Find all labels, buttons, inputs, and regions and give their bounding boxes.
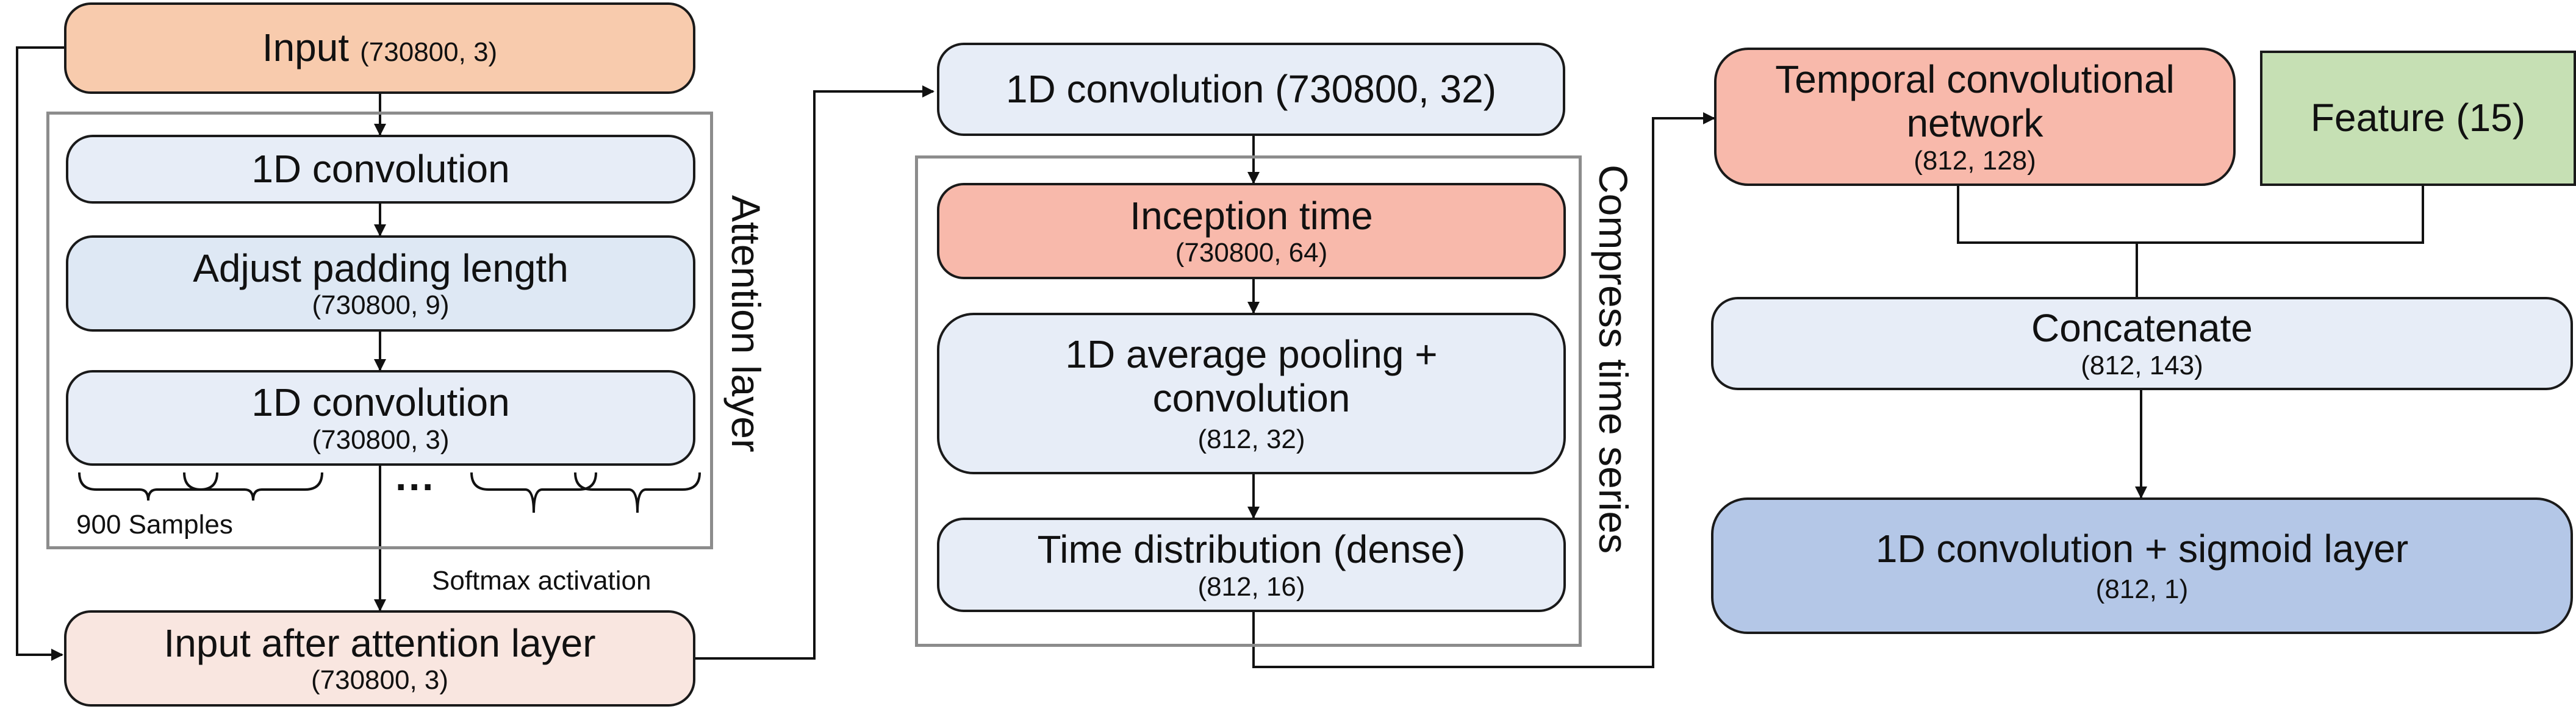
conv1-title: 1D convolution [251, 146, 510, 191]
inception-node: Inception time (730800, 64) [937, 183, 1566, 279]
feature-node: Feature (15) [2260, 51, 2576, 186]
timedist-shape: (812, 16) [1197, 571, 1305, 602]
after-attention-title: Input after attention layer [163, 621, 596, 665]
input-shape: (730800, 3) [360, 37, 498, 68]
padding-node: Adjust padding length (730800, 9) [66, 235, 695, 332]
attention-layer-group [46, 112, 713, 549]
conv2-shape: (730800, 3) [312, 424, 450, 455]
avgpool-node: 1D average pooling + convolution (812, 3… [937, 313, 1566, 474]
conv2-title: 1D convolution [251, 380, 510, 425]
timedist-title: Time distribution (dense) [1037, 527, 1466, 572]
conv32-title: 1D convolution (730800, 32) [1005, 66, 1497, 111]
tcn-title-line1: Temporal convolutional [1775, 57, 2175, 102]
output-title: 1D convolution + sigmoid layer [1875, 526, 2409, 571]
brace-4 [574, 472, 701, 513]
samples-label: 900 Samples [76, 510, 233, 540]
attention-layer-label: Attention layer [723, 195, 769, 452]
arrow-input-skip [16, 46, 64, 661]
softmax-label: Softmax activation [432, 566, 651, 596]
inception-title: Inception time [1130, 193, 1373, 238]
arrow-timedist-to-tcn [1252, 112, 1715, 668]
concatenate-shape: (812, 143) [2081, 350, 2203, 380]
timedist-node: Time distribution (dense) (812, 16) [937, 518, 1566, 612]
input-node: Input (730800, 3) [64, 2, 695, 94]
concatenate-title: Concatenate [2031, 306, 2253, 351]
line-tcn-down [1957, 186, 2424, 244]
output-node: 1D convolution + sigmoid layer (812, 1) [1711, 497, 2573, 634]
tcn-title-line2: network [1906, 101, 2043, 145]
tcn-shape: (812, 128) [1914, 145, 2036, 176]
conv1-node: 1D convolution [66, 135, 695, 204]
concatenate-node: Concatenate (812, 143) [1711, 297, 2573, 390]
output-shape: (812, 1) [2095, 574, 2189, 605]
input-title: Input [262, 26, 350, 70]
avgpool-title-line1: 1D average pooling + [1065, 332, 1438, 377]
arrow-after-to-conv32 [695, 85, 935, 660]
after-attention-node: Input after attention layer (730800, 3) [64, 610, 695, 707]
conv2-node: 1D convolution (730800, 3) [66, 370, 695, 466]
brace-2 [183, 472, 323, 501]
ellipsis: ··· [395, 464, 436, 509]
feature-title: Feature (15) [2310, 96, 2526, 140]
compress-group [915, 155, 1582, 647]
padding-title: Adjust padding length [193, 246, 569, 290]
padding-shape: (730800, 9) [312, 290, 450, 321]
avgpool-shape: (812, 32) [1197, 424, 1305, 454]
tcn-node: Temporal convolutional network (812, 128… [1714, 48, 2236, 186]
inception-shape: (730800, 64) [1175, 238, 1328, 268]
after-attention-shape: (730800, 3) [310, 665, 449, 696]
avgpool-title-line2: convolution [1152, 376, 1351, 420]
compress-label: Compress time series [1591, 165, 1636, 554]
conv32-node: 1D convolution (730800, 32) [937, 43, 1565, 136]
